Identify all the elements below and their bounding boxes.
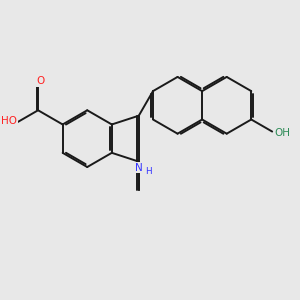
Text: O: O (36, 76, 44, 86)
Text: H: H (145, 167, 152, 176)
Text: N: N (135, 163, 143, 173)
Text: HO: HO (1, 116, 17, 126)
Text: OH: OH (274, 128, 290, 138)
